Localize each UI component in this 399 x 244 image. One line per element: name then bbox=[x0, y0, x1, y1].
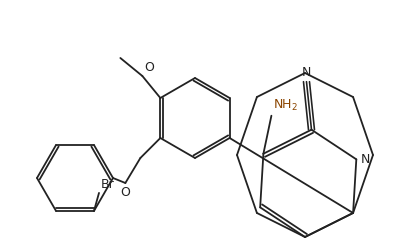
Text: O: O bbox=[120, 186, 130, 199]
Text: O: O bbox=[144, 61, 154, 74]
Text: Br: Br bbox=[101, 178, 115, 191]
Text: NH$_2$: NH$_2$ bbox=[273, 98, 298, 113]
Text: N: N bbox=[302, 66, 311, 79]
Text: N: N bbox=[360, 153, 370, 166]
